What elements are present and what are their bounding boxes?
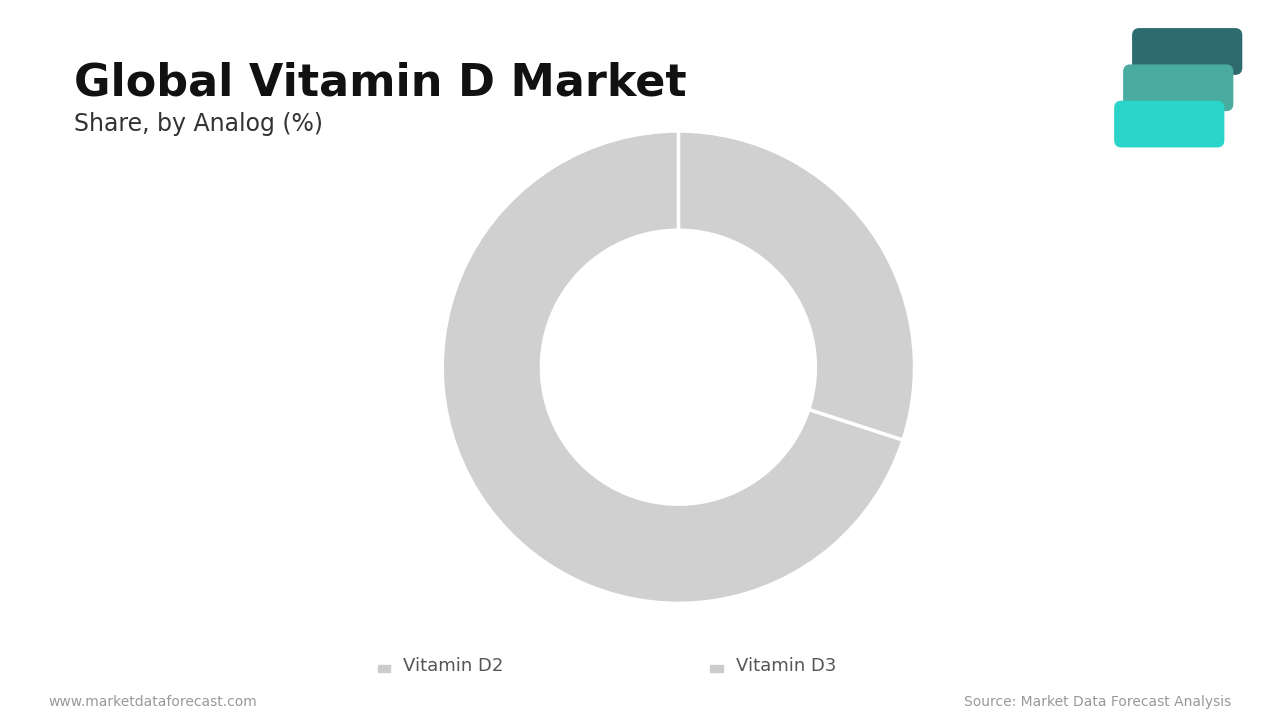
Text: Source: Market Data Forecast Analysis: Source: Market Data Forecast Analysis bbox=[964, 695, 1231, 709]
FancyBboxPatch shape bbox=[1133, 29, 1242, 74]
Text: Share, by Analog (%): Share, by Analog (%) bbox=[74, 112, 324, 135]
Text: Vitamin D3: Vitamin D3 bbox=[736, 657, 836, 675]
Wedge shape bbox=[678, 131, 914, 440]
FancyBboxPatch shape bbox=[1124, 65, 1233, 110]
Wedge shape bbox=[443, 131, 902, 603]
Text: Global Vitamin D Market: Global Vitamin D Market bbox=[74, 61, 687, 104]
Text: www.marketdataforecast.com: www.marketdataforecast.com bbox=[49, 695, 257, 709]
FancyBboxPatch shape bbox=[1115, 102, 1224, 147]
Text: Vitamin D2: Vitamin D2 bbox=[403, 657, 503, 675]
